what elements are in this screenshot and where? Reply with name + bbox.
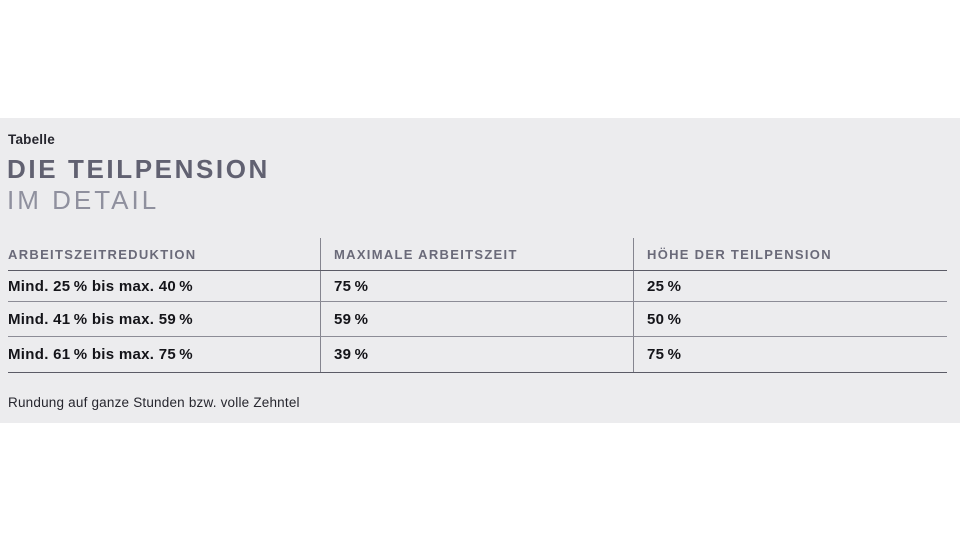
cell-max-arbeitszeit: 59 % [320,302,633,336]
cell-teilpension: 50 % [633,302,947,336]
column-header-hoehe-der-teilpension: HÖHE DER TEILPENSION [633,238,947,270]
cell-reduction: Mind. 41 % bis max. 59 % [8,310,193,328]
table-row: Mind. 25 % bis max. 40 % 75 % 25 % [8,271,947,302]
column-header-maximale-arbeitszeit: MAXIMALE ARBEITSZEIT [320,238,633,270]
cell-max-arbeitszeit: 39 % [320,337,633,372]
cell-max-arbeitszeit: 75 % [320,271,633,301]
table-header-row: ARBEITSZEITREDUKTION MAXIMALE ARBEITSZEI… [8,238,947,271]
cell-reduction: Mind. 61 % bis max. 75 % [8,346,193,363]
table-row: Mind. 41 % bis max. 59 % 59 % 50 % [8,302,947,337]
cell-teilpension: 75 % [633,337,947,372]
column-header-arbeitszeitreduktion: ARBEITSZEITREDUKTION [8,246,197,262]
page-title: DIE TEILPENSION IM DETAIL [7,154,270,216]
table-row: Mind. 61 % bis max. 75 % 39 % 75 % [8,337,947,373]
table-footnote: Rundung auf ganze Stunden bzw. volle Zeh… [8,395,300,410]
title-line-1: DIE TEILPENSION [7,154,270,184]
title-line-2: IM DETAIL [7,185,160,215]
cell-teilpension: 25 % [633,271,947,301]
teilpension-card: Tabelle DIE TEILPENSION IM DETAIL ARBEIT… [0,118,960,423]
card-eyebrow: Tabelle [8,132,55,147]
teilpension-table: ARBEITSZEITREDUKTION MAXIMALE ARBEITSZEI… [8,238,947,373]
cell-reduction: Mind. 25 % bis max. 40 % [8,277,193,295]
